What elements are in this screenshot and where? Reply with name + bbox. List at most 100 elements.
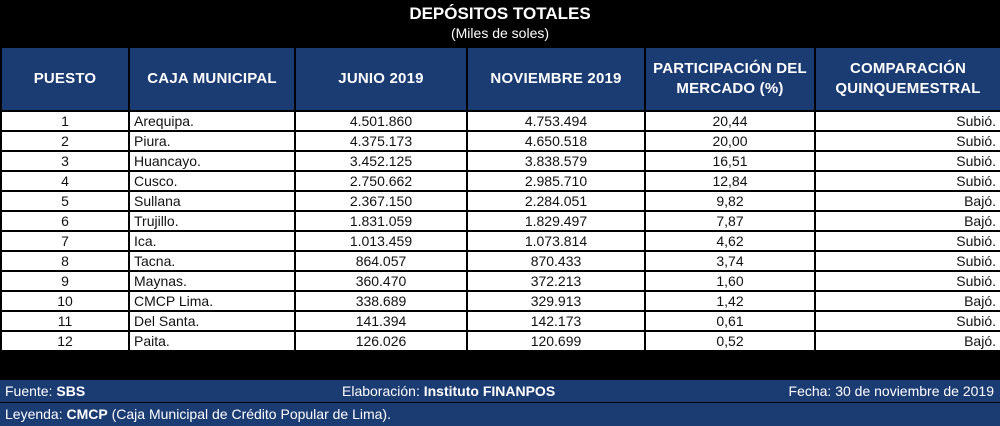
table-row: 12 Paita. 126.026 120.699 0,52 Bajó. bbox=[2, 332, 1000, 350]
cell-caja: Piura. bbox=[130, 132, 294, 150]
cell-puesto: 8 bbox=[2, 252, 128, 270]
cell-junio: 1.831.059 bbox=[296, 212, 466, 230]
cell-participacion: 20,00 bbox=[646, 132, 814, 150]
cell-puesto: 10 bbox=[2, 292, 128, 310]
cell-junio: 2.367.150 bbox=[296, 192, 466, 210]
cell-comparacion: Subió. bbox=[816, 272, 1000, 290]
cell-caja: Trujillo. bbox=[130, 212, 294, 230]
cell-junio: 3.452.125 bbox=[296, 152, 466, 170]
cell-caja: Arequipa. bbox=[130, 112, 294, 130]
cell-noviembre: 3.838.579 bbox=[468, 152, 644, 170]
table-row: 6 Trujillo. 1.831.059 1.829.497 7,87 Bajó. bbox=[2, 212, 1000, 230]
cell-caja: Huancayo. bbox=[130, 152, 294, 170]
cell-noviembre: 870.433 bbox=[468, 252, 644, 270]
deposits-table: PUESTO CAJA MUNICIPAL JUNIO 2019 NOVIEMBRE … bbox=[0, 46, 1000, 352]
table-row: 4 Cusco. 2.750.662 2.985.710 12,84 Subió. bbox=[2, 172, 1000, 190]
col-header-participacion: PARTICIPACIÓN DEL MERCADO (%) bbox=[646, 48, 814, 110]
cell-junio: 864.057 bbox=[296, 252, 466, 270]
cell-participacion: 7,87 bbox=[646, 212, 814, 230]
cell-participacion: 9,82 bbox=[646, 192, 814, 210]
col-header-junio: JUNIO 2019 bbox=[296, 48, 466, 110]
col-header-noviembre: NOVIEMBRE 2019 bbox=[468, 48, 644, 110]
cell-noviembre: 4.650.518 bbox=[468, 132, 644, 150]
cell-junio: 4.375.173 bbox=[296, 132, 466, 150]
cell-noviembre: 329.913 bbox=[468, 292, 644, 310]
cell-junio: 126.026 bbox=[296, 332, 466, 350]
footer-legend-row: Leyenda: CMCP (Caja Municipal de Crédito… bbox=[0, 403, 1000, 426]
cell-puesto: 3 bbox=[2, 152, 128, 170]
cell-participacion: 16,51 bbox=[646, 152, 814, 170]
cell-puesto: 9 bbox=[2, 272, 128, 290]
cell-junio: 2.750.662 bbox=[296, 172, 466, 190]
col-header-puesto: PUESTO bbox=[2, 48, 128, 110]
cell-noviembre: 372.213 bbox=[468, 272, 644, 290]
table-header-row: PUESTO CAJA MUNICIPAL JUNIO 2019 NOVIEMBRE … bbox=[2, 48, 1000, 110]
cell-puesto: 5 bbox=[2, 192, 128, 210]
cell-comparacion: Subió. bbox=[816, 172, 1000, 190]
cell-puesto: 12 bbox=[2, 332, 128, 350]
table-row: 3 Huancayo. 3.452.125 3.838.579 16,51 Subió. bbox=[2, 152, 1000, 170]
cell-caja: Ica. bbox=[130, 232, 294, 250]
cell-noviembre: 2.985.710 bbox=[468, 172, 644, 190]
table-row: 1 Arequipa. 4.501.860 4.753.494 20,44 Subió. bbox=[2, 112, 1000, 130]
table-body: 1 Arequipa. 4.501.860 4.753.494 20,44 Subió. 2… bbox=[2, 112, 1000, 350]
table-row: 7 Ica. 1.013.459 1.073.814 4,62 Subió. bbox=[2, 232, 1000, 250]
cell-participacion: 4,62 bbox=[646, 232, 814, 250]
cell-noviembre: 4.753.494 bbox=[468, 112, 644, 130]
cell-puesto: 4 bbox=[2, 172, 128, 190]
table-row: 10 CMCP Lima. 338.689 329.913 1,42 Bajó. bbox=[2, 292, 1000, 310]
cell-noviembre: 1.829.497 bbox=[468, 212, 644, 230]
table-row: 11 Del Santa. 141.394 142.173 0,61 Subió. bbox=[2, 312, 1000, 330]
cell-caja: Cusco. bbox=[130, 172, 294, 190]
table-row: 8 Tacna. 864.057 870.433 3,74 Subió. bbox=[2, 252, 1000, 270]
footer-source: Fuente: SBS bbox=[5, 383, 85, 399]
cell-comparacion: Subió. bbox=[816, 232, 1000, 250]
cell-participacion: 12,84 bbox=[646, 172, 814, 190]
cell-comparacion: Subió. bbox=[816, 152, 1000, 170]
cell-caja: Tacna. bbox=[130, 252, 294, 270]
title-bar: DEPÓSITOS TOTALES (Miles de soles) bbox=[0, 0, 1000, 46]
cell-participacion: 0,61 bbox=[646, 312, 814, 330]
cell-junio: 338.689 bbox=[296, 292, 466, 310]
cell-junio: 4.501.860 bbox=[296, 112, 466, 130]
cell-junio: 360.470 bbox=[296, 272, 466, 290]
legend-text: (Caja Municipal de Crédito Popular de Li… bbox=[107, 406, 391, 422]
cell-junio: 141.394 bbox=[296, 312, 466, 330]
table-row: 9 Maynas. 360.470 372.213 1,60 Subió. bbox=[2, 272, 1000, 290]
elaboration-value: Instituto FINANPOS bbox=[423, 383, 556, 399]
cell-puesto: 7 bbox=[2, 232, 128, 250]
cell-comparacion: Bajó. bbox=[816, 212, 1000, 230]
cell-comparacion: Bajó. bbox=[816, 192, 1000, 210]
cell-participacion: 3,74 bbox=[646, 252, 814, 270]
cell-participacion: 1,60 bbox=[646, 272, 814, 290]
cell-participacion: 0,52 bbox=[646, 332, 814, 350]
cell-junio: 1.013.459 bbox=[296, 232, 466, 250]
cell-puesto: 2 bbox=[2, 132, 128, 150]
footer-source-row: Fuente: SBS Elaboración: Instituto FINAN… bbox=[0, 380, 1000, 402]
cell-puesto: 1 bbox=[2, 112, 128, 130]
table-subtitle: (Miles de soles) bbox=[450, 25, 550, 41]
elaboration-label: Elaboración: bbox=[342, 383, 424, 399]
table-row: 2 Piura. 4.375.173 4.650.518 20,00 Subió. bbox=[2, 132, 1000, 150]
col-header-comparacion: COMPARACIÓN QUINQUEMESTRAL bbox=[816, 48, 1000, 110]
footer-legend: Leyenda: CMCP (Caja Municipal de Crédito… bbox=[5, 406, 391, 422]
footer-elaboration: Elaboración: Instituto FINANPOS bbox=[342, 383, 555, 399]
cell-comparacion: Bajó. bbox=[816, 292, 1000, 310]
cell-noviembre: 1.073.814 bbox=[468, 232, 644, 250]
cell-caja: Sullana bbox=[130, 192, 294, 210]
cell-comparacion: Subió. bbox=[816, 132, 1000, 150]
table-title: DEPÓSITOS TOTALES bbox=[409, 4, 591, 23]
legend-abbrev: CMCP bbox=[66, 406, 108, 422]
cell-noviembre: 120.699 bbox=[468, 332, 644, 350]
cell-caja: Del Santa. bbox=[130, 312, 294, 330]
cell-noviembre: 2.284.051 bbox=[468, 192, 644, 210]
source-label: Fuente: bbox=[5, 383, 57, 399]
cell-comparacion: Subió. bbox=[816, 112, 1000, 130]
cell-comparacion: Subió. bbox=[816, 312, 1000, 330]
cell-participacion: 1,42 bbox=[646, 292, 814, 310]
col-header-caja: CAJA MUNICIPAL bbox=[130, 48, 294, 110]
cell-noviembre: 142.173 bbox=[468, 312, 644, 330]
cell-comparacion: Subió. bbox=[816, 252, 1000, 270]
cell-puesto: 6 bbox=[2, 212, 128, 230]
cell-caja: Maynas. bbox=[130, 272, 294, 290]
